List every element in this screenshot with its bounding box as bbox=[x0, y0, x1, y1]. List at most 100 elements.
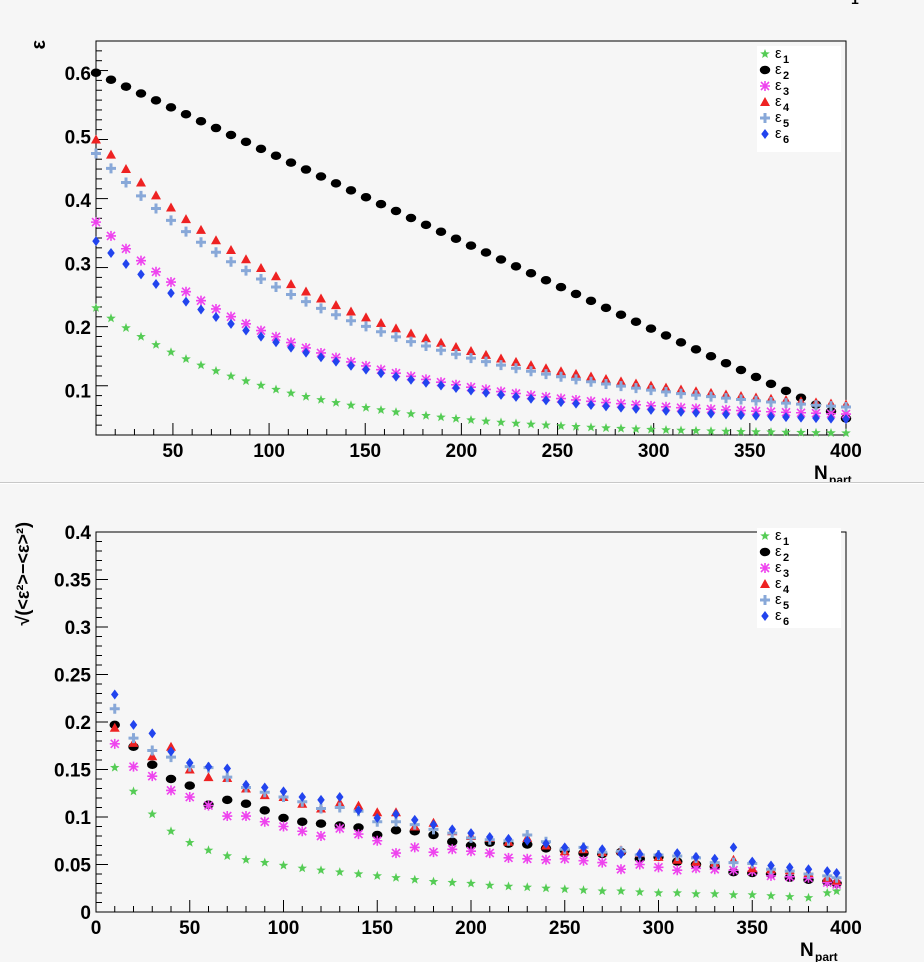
data-point bbox=[391, 872, 401, 882]
y-tick-label: 0.05 bbox=[54, 856, 91, 877]
data-point bbox=[827, 413, 835, 424]
x-tick-label: 300 bbox=[643, 918, 675, 939]
data-point bbox=[722, 409, 730, 420]
legend-label: ε bbox=[775, 77, 782, 94]
data-point bbox=[278, 860, 289, 870]
data-point bbox=[167, 746, 175, 757]
data-point bbox=[261, 782, 269, 793]
data-point bbox=[110, 762, 120, 772]
data-point bbox=[222, 795, 233, 805]
data-point bbox=[107, 247, 115, 258]
data-point bbox=[597, 857, 608, 868]
data-point bbox=[353, 800, 364, 810]
y-tick-label: 0.3 bbox=[65, 254, 91, 275]
data-point bbox=[390, 826, 402, 835]
data-point bbox=[578, 855, 589, 866]
data-point bbox=[452, 383, 460, 394]
data-point bbox=[601, 374, 611, 384]
data-point bbox=[316, 394, 326, 404]
data-point bbox=[750, 372, 762, 382]
data-point bbox=[496, 417, 506, 427]
data-point bbox=[332, 356, 340, 367]
data-point bbox=[317, 794, 325, 805]
data-point bbox=[129, 719, 138, 730]
data-point bbox=[503, 881, 514, 891]
data-point bbox=[297, 826, 308, 837]
series-ε3 bbox=[109, 738, 842, 890]
data-point bbox=[752, 410, 760, 421]
data-point bbox=[222, 772, 233, 783]
data-point bbox=[737, 410, 745, 421]
data-point bbox=[91, 148, 101, 159]
data-point bbox=[90, 68, 102, 78]
data-point bbox=[735, 365, 747, 375]
data-point bbox=[211, 365, 221, 375]
data-point bbox=[166, 215, 176, 226]
legend-label: ε bbox=[775, 45, 782, 62]
data-point bbox=[185, 837, 195, 847]
data-point bbox=[484, 848, 495, 859]
data-point bbox=[767, 860, 775, 871]
data-point bbox=[587, 400, 595, 411]
data-point bbox=[691, 888, 701, 898]
data-point bbox=[391, 848, 401, 859]
data-point bbox=[106, 313, 116, 323]
data-point bbox=[182, 296, 190, 307]
data-point bbox=[286, 289, 296, 300]
data-point bbox=[482, 387, 490, 398]
legend-label-sub: 1 bbox=[783, 54, 789, 66]
data-points bbox=[109, 689, 842, 902]
data-point bbox=[495, 255, 507, 264]
data-point bbox=[406, 336, 416, 347]
data-point bbox=[196, 237, 206, 248]
data-point bbox=[166, 741, 176, 751]
legend-marker bbox=[760, 579, 770, 588]
legend-label: ε bbox=[775, 591, 782, 608]
data-point bbox=[636, 849, 644, 860]
legend-label: ε bbox=[775, 527, 782, 544]
data-point bbox=[353, 829, 364, 840]
eccentricity-fluctuation-chart: 0 50 100 150 200 250 300 350 400 0 0.05 0.1 0.15 0.2 0… bbox=[13, 522, 862, 964]
data-point bbox=[391, 323, 401, 333]
data-point bbox=[662, 405, 670, 416]
data-point bbox=[300, 165, 312, 174]
data-point bbox=[811, 427, 821, 437]
data-point bbox=[334, 797, 345, 807]
data-point bbox=[331, 397, 341, 407]
data-point bbox=[653, 862, 664, 873]
data-point bbox=[316, 293, 326, 303]
data-point bbox=[167, 288, 175, 299]
data-point bbox=[285, 158, 297, 167]
data-point bbox=[279, 786, 288, 797]
data-point bbox=[812, 413, 820, 424]
data-point bbox=[496, 353, 506, 363]
data-point bbox=[511, 418, 521, 428]
data-point bbox=[377, 368, 385, 379]
data-point bbox=[654, 850, 663, 860]
data-point bbox=[571, 374, 581, 385]
data-point bbox=[241, 376, 251, 386]
data-point bbox=[196, 360, 206, 370]
data-point bbox=[298, 792, 306, 803]
data-point bbox=[522, 882, 532, 892]
data-point bbox=[256, 262, 266, 272]
data-point bbox=[841, 402, 851, 413]
data-point bbox=[316, 303, 326, 314]
data-point bbox=[447, 877, 457, 887]
data-point bbox=[120, 82, 132, 91]
legend-label-sub: 2 bbox=[783, 552, 789, 564]
x-axis-label: N bbox=[814, 463, 828, 482]
x-axis-label-sub: part bbox=[815, 950, 838, 962]
legend-label: ε bbox=[775, 543, 782, 560]
data-point bbox=[617, 849, 625, 860]
data-point bbox=[646, 385, 656, 396]
data-point bbox=[766, 396, 776, 407]
data-point bbox=[466, 878, 476, 888]
data-point bbox=[832, 868, 841, 879]
legend-label: ε bbox=[775, 559, 782, 576]
data-point bbox=[137, 269, 145, 280]
data-point bbox=[467, 828, 475, 839]
data-point bbox=[136, 177, 146, 187]
y-tick-label: 0.1 bbox=[65, 808, 92, 829]
data-point bbox=[617, 402, 625, 413]
